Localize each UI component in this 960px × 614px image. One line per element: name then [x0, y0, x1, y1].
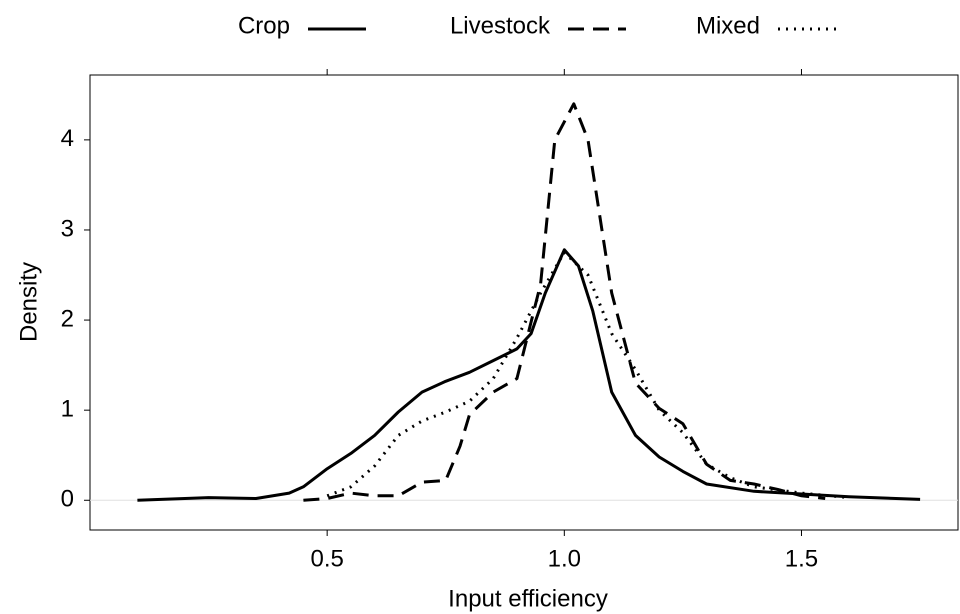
series-line [137, 248, 921, 502]
y-tick-label: 1 [61, 396, 74, 423]
legend-label: Mixed [696, 12, 760, 39]
plot-frame [89, 74, 959, 531]
y-tick-label: 0 [61, 486, 74, 513]
series-line [326, 251, 850, 500]
y-tick-label: 4 [61, 125, 74, 152]
y-tick-label: 2 [61, 305, 74, 332]
legend-label: Livestock [450, 12, 551, 39]
legend-label: Crop [238, 12, 290, 39]
x-axis-label: Input efficiency [448, 585, 608, 612]
series-line [303, 102, 826, 502]
y-tick-label: 3 [61, 215, 74, 242]
x-tick-label: 1.5 [785, 545, 818, 572]
y-axis-label: Density [15, 262, 42, 342]
x-tick-label: 0.5 [310, 545, 343, 572]
x-tick-label: 1.0 [548, 545, 581, 572]
